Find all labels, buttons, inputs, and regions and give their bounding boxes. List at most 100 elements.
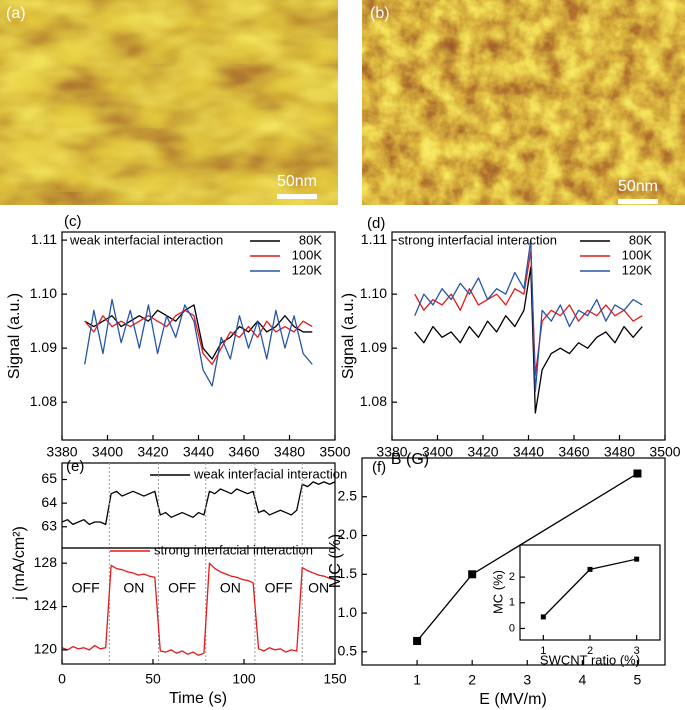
data-line: [84, 298, 313, 387]
data-line: [84, 309, 313, 366]
state-label: OFF: [72, 580, 100, 596]
x-tick-label: 3: [634, 645, 640, 657]
afm-image-a: (a) 50nm: [0, 0, 338, 205]
afm-image-b: (b) 50nm: [362, 0, 685, 205]
x-tick-label: 3: [523, 672, 531, 688]
scale-bar: [277, 194, 317, 199]
afm-texture: [362, 0, 685, 205]
x-tick-label: 3500: [319, 444, 350, 460]
panel-label: (d): [367, 215, 385, 232]
y-tick-label: 65: [41, 470, 57, 486]
y-tick-label: 1.11: [31, 231, 57, 247]
x-axis-label: B (G): [391, 451, 429, 468]
y-tick-label: 2.0: [338, 526, 358, 542]
y-axis-label: Signal (a.u.): [340, 293, 357, 379]
state-label: ON: [220, 580, 241, 596]
y-axis-label: Signal (a.u.): [6, 293, 23, 379]
y-axis-label: MC (%): [327, 534, 344, 588]
panel-label: (b): [370, 5, 390, 22]
legend-label: strong interfacial interaction: [154, 542, 313, 557]
x-tick-label: 100: [232, 671, 256, 687]
panel-label: (e): [66, 458, 84, 475]
annotation: weak interfacial interaction: [69, 232, 223, 247]
y-axis-label: MC (%): [490, 570, 505, 614]
y-tick-label: 1.10: [30, 285, 57, 301]
data-marker: [540, 614, 546, 620]
state-label: OFF: [265, 580, 293, 596]
legend-label: 100K: [622, 247, 653, 262]
legend-label: 120K: [622, 262, 653, 277]
x-tick-label: 2: [468, 672, 476, 688]
panel-label: (f): [372, 459, 386, 476]
y-tick-label: 2: [509, 571, 515, 583]
legend-label: 80K: [299, 232, 322, 247]
scale-bar-label: 50nm: [277, 173, 317, 190]
legend-label: 80K: [629, 232, 652, 247]
data-marker: [633, 469, 642, 478]
x-tick-label: 3500: [649, 444, 680, 460]
data-line: [414, 239, 643, 393]
data-line: [414, 266, 643, 414]
y-tick-label: 1.09: [360, 339, 387, 355]
x-tick-label: 3460: [558, 444, 589, 460]
x-tick-label: 3460: [228, 444, 259, 460]
y-tick-label: 2.5: [338, 487, 358, 503]
y-tick-label: 1.11: [361, 231, 387, 247]
y-tick-label: 0.5: [338, 643, 358, 659]
y-tick-label: 1.09: [30, 339, 57, 355]
data-line: [84, 304, 313, 360]
x-tick-label: 3440: [513, 444, 544, 460]
plot-frame: [361, 457, 666, 666]
x-axis-label: SWCNT ratio (%): [540, 652, 640, 667]
x-tick-label: 3400: [422, 444, 453, 460]
x-tick-label: 1: [413, 672, 421, 688]
data-line: [414, 250, 643, 376]
scale-bar-label: 50nm: [618, 178, 658, 195]
x-tick-label: 3480: [604, 444, 635, 460]
data-marker: [587, 566, 593, 572]
y-tick-label: 64: [41, 494, 57, 510]
data-marker: [468, 570, 477, 579]
x-tick-label: 4: [578, 672, 586, 688]
x-tick-label: 150: [323, 671, 347, 687]
y-tick-label: 1.08: [30, 393, 57, 409]
data-marker: [413, 636, 422, 645]
chart-panel: 120 124 128 0 50 100 150 Time (s) j (mA/cm²) OFF O…: [11, 463, 347, 707]
panel-label: (c): [64, 213, 82, 230]
chart-panel: 1.08 1.09 1.10 1.11 3380 3400 3420 3440 3460 3480…: [340, 215, 681, 468]
scale-bar: [618, 199, 658, 204]
legend-label: 100K: [292, 247, 323, 262]
x-axis-label: Time (s): [169, 690, 227, 707]
y-tick-label: 124: [34, 597, 58, 613]
y-tick-label: 1.0: [338, 604, 358, 620]
x-tick-label: 5: [634, 672, 642, 688]
y-tick-label: 63: [41, 517, 57, 533]
afm-bumps: [0, 0, 338, 205]
x-tick-label: 3380: [46, 444, 77, 460]
state-label: OFF: [168, 580, 196, 596]
y-tick-label: 1: [509, 597, 515, 609]
data-line: [62, 562, 335, 656]
x-tick-label: 3420: [467, 444, 498, 460]
x-tick-label: 3380: [376, 444, 407, 460]
legend-label: weak interfacial interaction: [193, 466, 347, 481]
x-tick-label: 50: [145, 671, 161, 687]
chart-panel: 1.08 1.09 1.10 1.11 3380 3400 3420 3440 3460 3480…: [6, 213, 351, 460]
chart-panel: 63 64 65 (e) weak interfacial interaction: [41, 458, 347, 549]
y-tick-label: 0: [509, 622, 515, 634]
x-tick-label: 0: [58, 671, 66, 687]
x-axis-label: E (MV/m): [479, 691, 547, 708]
plot-frame: [61, 547, 336, 665]
state-label: ON: [123, 580, 144, 596]
x-tick-label: 1: [540, 645, 546, 657]
y-tick-label: 120: [34, 641, 58, 657]
y-tick-label: 128: [34, 554, 58, 570]
x-tick-label: 3440: [183, 444, 214, 460]
y-tick-label: 1.10: [360, 285, 387, 301]
x-tick-label: 3420: [137, 444, 168, 460]
legend-label: 120K: [292, 262, 323, 277]
y-tick-label: 1.5: [338, 565, 358, 581]
state-label: ON: [308, 580, 329, 596]
